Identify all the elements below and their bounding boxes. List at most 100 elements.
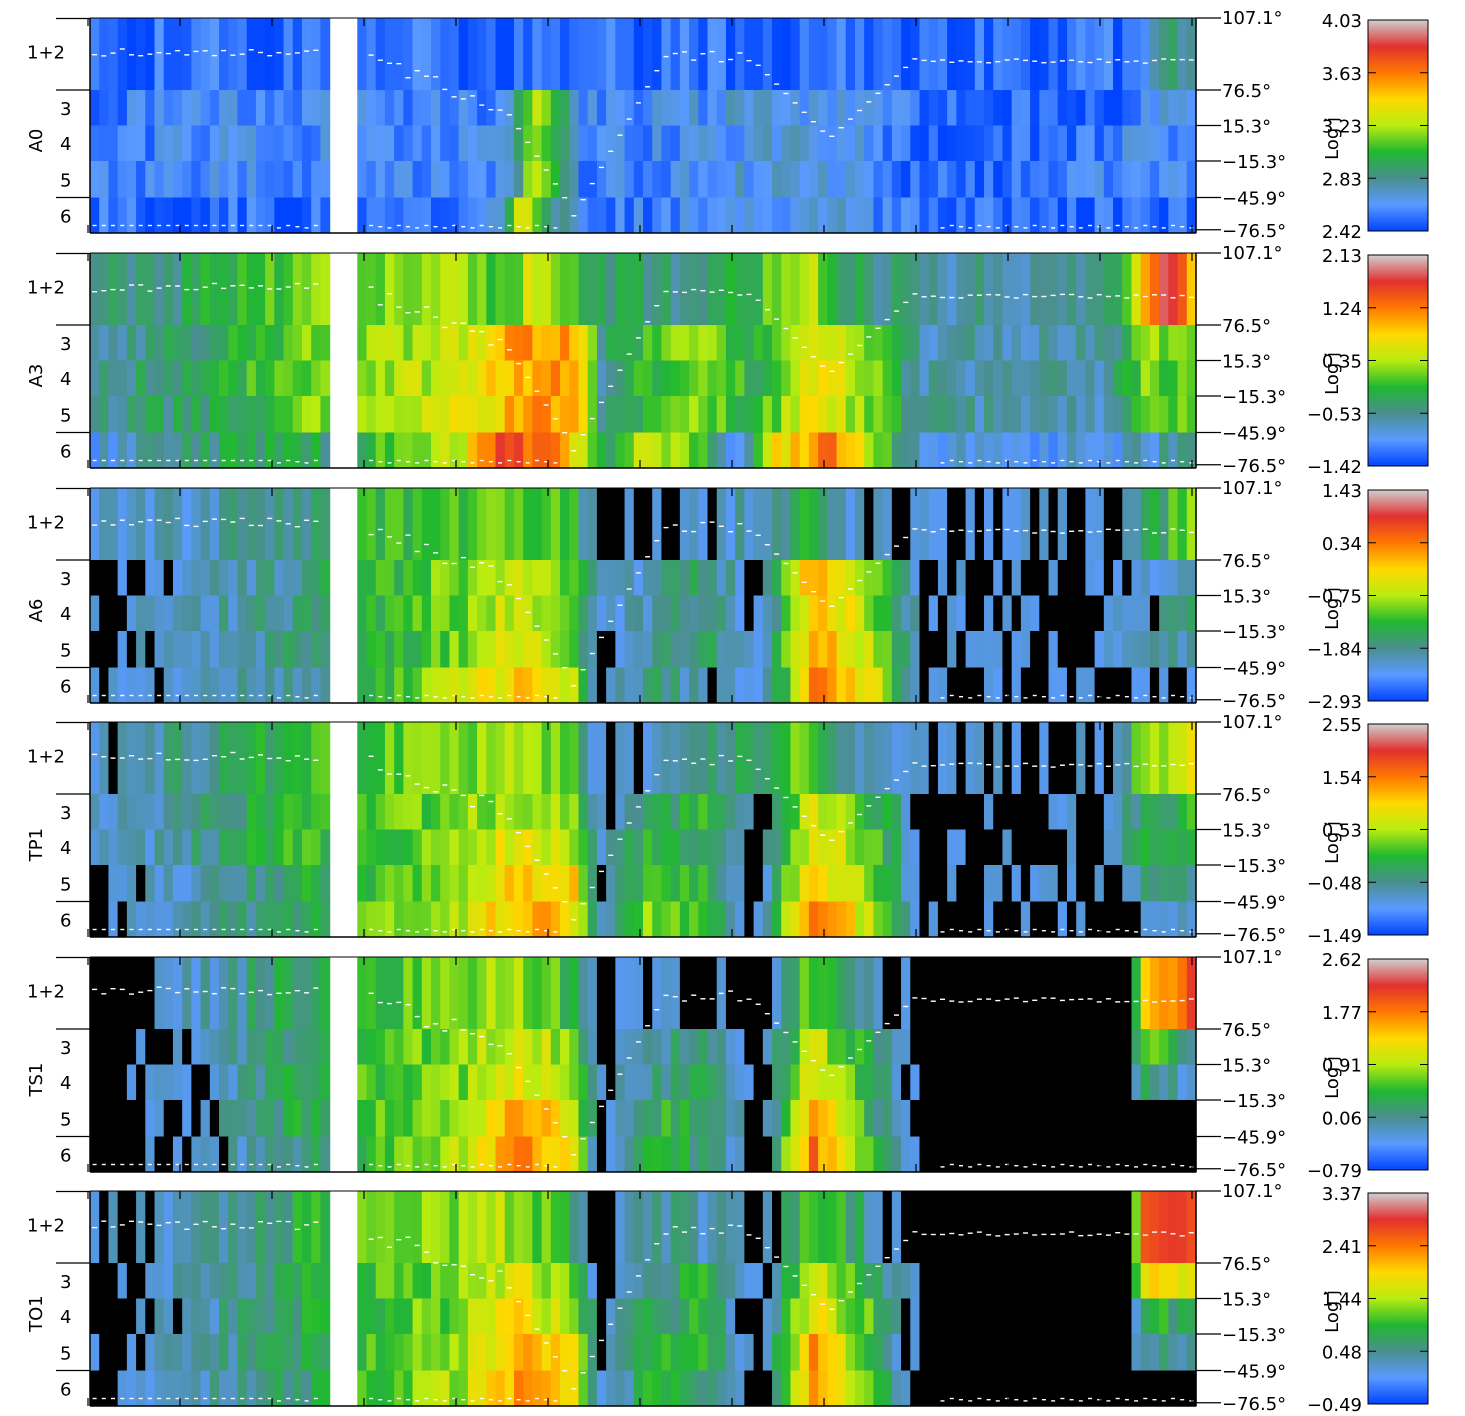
- heatmap-cell: [615, 395, 626, 434]
- heatmap-cell: [910, 90, 921, 126]
- heatmap-cell: [707, 722, 718, 795]
- heatmap-cell: [1048, 1298, 1059, 1335]
- heatmap-cell: [661, 1333, 672, 1372]
- heatmap-cell: [882, 864, 893, 903]
- heatmap-cell: [993, 1263, 1004, 1299]
- heatmap-cell: [431, 197, 441, 234]
- heatmap-cell: [237, 1370, 248, 1407]
- angle-tick-label: 107.1°: [1222, 478, 1283, 499]
- heatmap-cell: [1149, 595, 1160, 632]
- heatmap-cell: [394, 395, 404, 434]
- heatmap-cell: [274, 360, 285, 397]
- heatmap-cell: [698, 1064, 709, 1101]
- heatmap-cell: [901, 1136, 911, 1173]
- heatmap-cell: [984, 722, 994, 795]
- heatmap-cell: [633, 1298, 644, 1335]
- heatmap-cell: [513, 957, 524, 1030]
- heatmap-cell: [661, 630, 672, 669]
- heatmap-cell: [311, 667, 322, 704]
- heatmap-cell: [615, 722, 626, 795]
- heatmap-cell: [772, 395, 782, 434]
- heatmap-cell: [993, 864, 1004, 903]
- heatmap-cell: [532, 901, 543, 938]
- heatmap-cell: [560, 1333, 570, 1372]
- heatmap-cell: [689, 197, 699, 234]
- heatmap-cell: [643, 667, 653, 704]
- heatmap-cell: [90, 595, 100, 632]
- heatmap-cell: [1168, 1191, 1179, 1264]
- heatmap-cell: [587, 253, 598, 326]
- heatmap-cell: [1076, 1029, 1086, 1065]
- heatmap-cell: [292, 1099, 303, 1138]
- heatmap-cell: [237, 595, 248, 632]
- heatmap-cell: [154, 667, 165, 704]
- heatmap-cell: [735, 253, 745, 326]
- heatmap-cell: [698, 1136, 709, 1173]
- heatmap-cell: [219, 125, 229, 162]
- heatmap-cell: [781, 488, 792, 561]
- heatmap-cell: [928, 1370, 939, 1407]
- heatmap-cell: [90, 1333, 100, 1372]
- heatmap-cell: [928, 829, 939, 866]
- heatmap-cell: [873, 488, 884, 561]
- heatmap-cell: [440, 630, 451, 669]
- heatmap-cell: [716, 18, 727, 91]
- heatmap-cell: [108, 325, 119, 361]
- heatmap-cell: [467, 794, 478, 830]
- heatmap-cell: [965, 1191, 976, 1264]
- heatmap-cell: [947, 864, 957, 903]
- heatmap-cell: [1168, 1298, 1179, 1335]
- heatmap-cell: [255, 253, 266, 326]
- heatmap-cell: [504, 325, 515, 361]
- heatmap-cell: [440, 1333, 451, 1372]
- heatmap-cell: [827, 1298, 838, 1335]
- heatmap-cell: [366, 360, 377, 397]
- heatmap-cell: [781, 722, 792, 795]
- heatmap-cell: [1094, 1099, 1105, 1138]
- heatmap-cell: [679, 160, 690, 199]
- heatmap-cell: [384, 1029, 395, 1065]
- heatmap-cell: [136, 1191, 146, 1264]
- heatmap-cell: [707, 1370, 718, 1407]
- heatmap-cell: [808, 560, 819, 596]
- heatmap-cell: [707, 667, 718, 704]
- heatmap-cell: [1177, 1191, 1188, 1264]
- heatmap-cell: [910, 630, 921, 669]
- heatmap-cell: [431, 630, 441, 669]
- row-tick-label: 6: [60, 206, 71, 227]
- heatmap-cell: [1094, 253, 1105, 326]
- heatmap-cell: [458, 560, 469, 596]
- heatmap-cell: [1002, 1263, 1013, 1299]
- heatmap-cell: [449, 18, 460, 91]
- heatmap-cell: [532, 1298, 543, 1335]
- heatmap-cell: [237, 1029, 248, 1065]
- heatmap-cell: [550, 18, 561, 91]
- heatmap-cell: [624, 1136, 635, 1173]
- heatmap-cell: [1094, 1298, 1105, 1335]
- heatmap-cell: [1048, 1064, 1059, 1101]
- heatmap-cell: [910, 253, 921, 326]
- heatmap-cell: [707, 1136, 718, 1173]
- heatmap-cell: [440, 360, 451, 397]
- heatmap-cell: [919, 90, 930, 126]
- heatmap-cell: [587, 160, 598, 199]
- heatmap-cell: [394, 1029, 404, 1065]
- heatmap-cell: [606, 829, 616, 866]
- heatmap-cell: [698, 957, 709, 1030]
- heatmap-cell: [421, 432, 432, 469]
- heatmap-cell: [126, 722, 137, 795]
- heatmap-cell: [910, 160, 921, 199]
- heatmap-cell: [808, 253, 819, 326]
- heatmap-cell: [90, 1136, 100, 1173]
- heatmap-cell: [458, 488, 469, 561]
- heatmap-cell: [772, 667, 782, 704]
- heatmap-cell: [956, 1029, 967, 1065]
- heatmap-cell: [1057, 1029, 1068, 1065]
- heatmap-cell: [274, 1263, 285, 1299]
- heatmap-cell: [1066, 1298, 1077, 1335]
- heatmap-cell: [827, 432, 838, 469]
- heatmap-cell: [504, 1029, 515, 1065]
- heatmap-cell: [827, 253, 838, 326]
- heatmap-cell: [467, 325, 478, 361]
- heatmap-cell: [477, 90, 487, 126]
